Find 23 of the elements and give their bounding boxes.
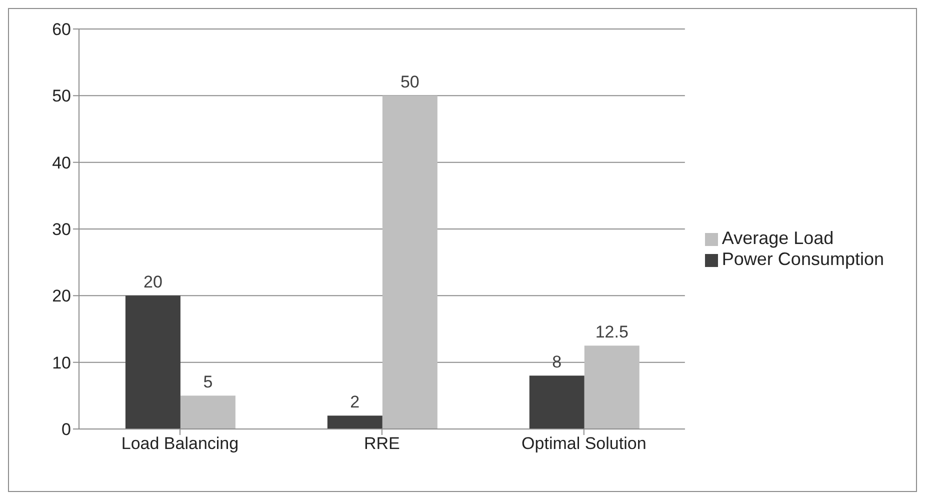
bar <box>584 346 640 429</box>
y-tick-label: 50 <box>52 86 71 106</box>
legend-label: Average Load <box>722 228 834 248</box>
y-tick-label: 20 <box>52 286 71 306</box>
y-tick-label: 30 <box>52 220 71 240</box>
x-tick-label: Load Balancing <box>121 434 239 454</box>
y-tick-label: 60 <box>52 20 71 40</box>
y-tick-label: 10 <box>52 353 71 372</box>
data-label: 50 <box>400 72 420 92</box>
bar <box>529 376 584 429</box>
y-tick-label: 40 <box>52 153 71 172</box>
data-label: 12.5 <box>595 322 628 342</box>
data-label: 20 <box>143 272 162 292</box>
x-tick-label: Optimal Solution <box>522 434 646 454</box>
legend-label: Power Consumption <box>722 249 884 269</box>
bar <box>180 396 236 429</box>
bar <box>327 416 382 429</box>
data-label: 5 <box>203 372 213 392</box>
bar <box>382 96 438 429</box>
x-tick-label: RRE <box>364 434 400 454</box>
bar <box>125 296 180 429</box>
y-tick-label: 0 <box>62 420 71 440</box>
data-label: 2 <box>350 392 360 412</box>
